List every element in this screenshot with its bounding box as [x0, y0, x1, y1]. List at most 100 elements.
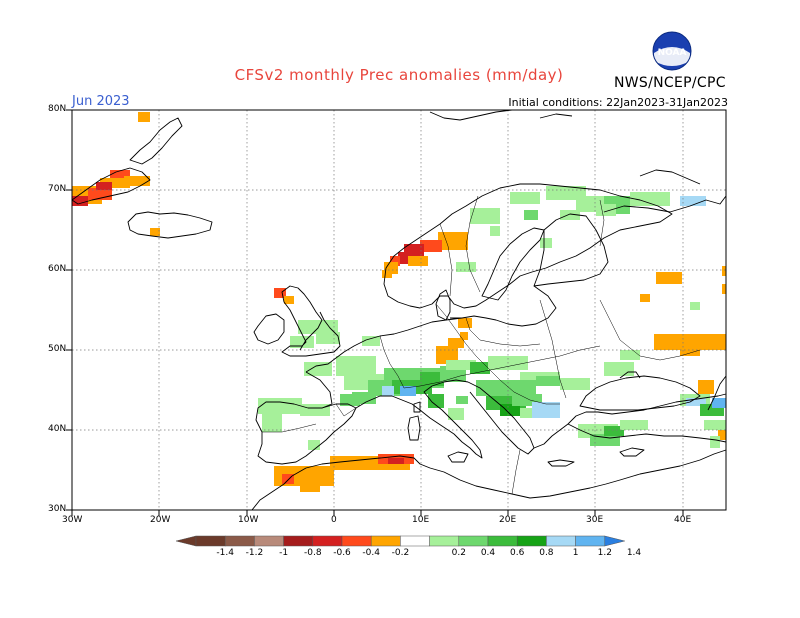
anomaly-cell: [698, 380, 714, 394]
anomaly-cell: [400, 386, 416, 396]
anomaly-cell: [284, 296, 294, 304]
anomaly-cell: [456, 262, 476, 272]
anomaly-cell: [428, 394, 444, 408]
country-borders: [262, 195, 701, 495]
anomaly-cell: [96, 182, 112, 190]
lon-label: 40E: [674, 515, 692, 525]
anomaly-cell: [408, 256, 428, 266]
anomaly-cell: [690, 302, 700, 310]
anomaly-cell: [604, 426, 624, 436]
colorbar-label: -0.6: [333, 548, 351, 558]
anomaly-cell: [560, 210, 580, 220]
anomaly-cell: [336, 356, 376, 376]
anomaly-cell: [390, 256, 400, 266]
anomaly-cell: [620, 350, 640, 360]
anomaly-cell: [72, 196, 88, 206]
anomaly-cell: [630, 192, 670, 206]
anomaly-cell: [532, 402, 560, 418]
colorbar-label: 1.4: [626, 548, 642, 558]
anomaly-cell: [524, 210, 538, 220]
anomaly-cell: [510, 192, 540, 204]
anomaly-cell: [680, 346, 700, 356]
anomaly-cell: [470, 208, 500, 224]
anomaly-cell: [560, 378, 590, 390]
anomaly-cell: [640, 294, 650, 302]
anomaly-cell: [300, 404, 330, 416]
colorbar-label: 1: [572, 548, 579, 558]
lat-label: 50N: [48, 344, 67, 354]
colorbar-label: 0.4: [480, 548, 496, 558]
lon-label: 0: [331, 515, 337, 525]
anomaly-cell: [282, 474, 294, 484]
anomaly-cell: [150, 228, 160, 236]
anomaly-cell: [596, 204, 616, 216]
map-frame: [71, 109, 727, 511]
colorbar-label: 0.2: [451, 548, 466, 558]
colorbar-label: -0.2: [391, 548, 410, 558]
anomaly-cell: [100, 178, 130, 188]
anomaly-cell: [258, 398, 302, 414]
anomaly-cell: [590, 434, 620, 446]
coastlines: [71, 109, 727, 511]
anomaly-cell: [438, 232, 468, 250]
anomaly-cell: [722, 284, 726, 294]
anomaly-cell: [680, 196, 706, 206]
anomaly-cell: [656, 272, 682, 284]
colorbar-label: -1.2: [245, 548, 264, 558]
anomaly-cell: [448, 338, 464, 348]
colorbar-label: -1: [279, 548, 289, 558]
anomaly-cell: [620, 420, 648, 430]
anomaly-cell: [446, 360, 476, 370]
lon-label: 20E: [499, 515, 517, 525]
forecast-month: Jun 2023: [72, 94, 130, 109]
lon-label: 10W: [238, 515, 259, 525]
agency-label: NWS/NCEP/CPC: [614, 75, 726, 91]
anomaly-cell: [420, 240, 442, 252]
anomaly-cell: [304, 362, 332, 376]
initial-conditions: Initial conditions: 22Jan2023-31Jan2023: [508, 96, 728, 109]
colorbar-label: 1.2: [597, 548, 612, 558]
anomaly-cell: [138, 112, 150, 122]
anomaly-cell: [262, 414, 282, 432]
anomaly-cell: [458, 318, 472, 328]
anomaly-cell: [540, 238, 552, 248]
anomaly-cell: [362, 336, 380, 346]
anomaly-cell: [712, 398, 726, 408]
anomaly-cell: [490, 226, 500, 236]
lon-label: 10E: [412, 515, 430, 525]
anomaly-cell: [436, 346, 458, 364]
anomaly-cell: [654, 334, 726, 350]
anomaly-cell: [308, 440, 320, 450]
anomaly-cell: [604, 362, 634, 376]
anomaly-cell: [710, 436, 720, 448]
anomaly-cell: [476, 380, 536, 396]
colorbar-label: 0.8: [539, 548, 554, 558]
lon-label: 20W: [150, 515, 171, 525]
lat-label: 40N: [48, 424, 67, 434]
colorbar-label: 0.6: [510, 548, 525, 558]
anomaly-cell: [686, 398, 706, 406]
anomaly-cells: [72, 112, 726, 492]
anomaly-cell: [382, 270, 392, 278]
lon-label: 30E: [586, 515, 604, 525]
colorbar-label: -0.8: [304, 548, 322, 558]
anomaly-cell: [340, 394, 360, 406]
anomaly-cell: [110, 170, 130, 178]
lat-label: 80N: [48, 104, 67, 114]
anomaly-cell: [388, 458, 404, 464]
noaa-logo: NOAA: [652, 31, 692, 71]
anomaly-cell: [300, 484, 320, 492]
anomaly-cell: [722, 266, 726, 276]
anomaly-cell: [500, 404, 520, 416]
anomaly-cell: [382, 386, 394, 396]
anomaly-cell: [448, 408, 464, 420]
lat-label: 30N: [48, 504, 67, 514]
anomaly-cell: [460, 332, 468, 340]
anomaly-cell: [456, 396, 468, 404]
lat-label: 70N: [48, 184, 67, 194]
lon-label: 30W: [62, 515, 83, 525]
anomaly-cell: [290, 336, 314, 348]
axis-ticks: [66, 109, 684, 516]
map-title: CFSv2 monthly Prec anomalies (mm/day): [234, 66, 564, 84]
